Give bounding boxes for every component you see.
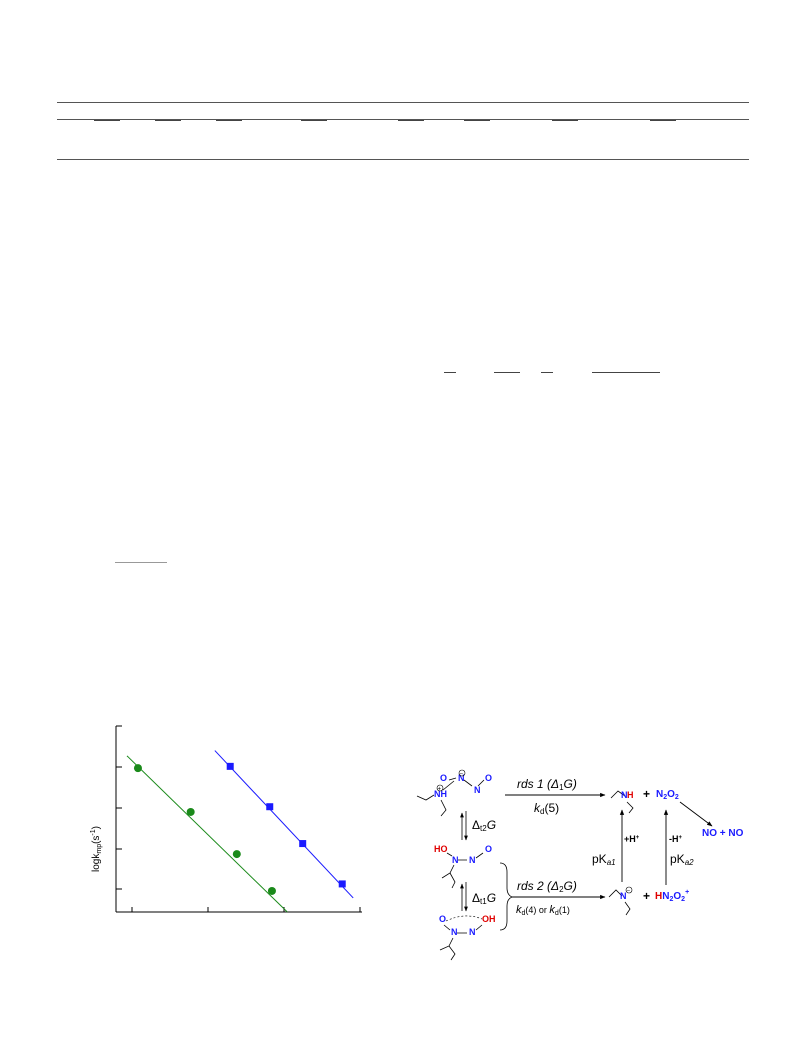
charge-circle: [436, 784, 444, 792]
data-point-series-1: [267, 886, 276, 895]
pka1-label: pKa1: [592, 852, 616, 867]
data-point-series-1: [232, 850, 241, 859]
atom-h: H: [627, 790, 634, 800]
data-point-series-1: [133, 764, 142, 773]
minus-charge: −: [627, 889, 631, 895]
atom-n: N: [458, 773, 465, 783]
minus-charge: −: [460, 772, 464, 778]
footnote-rule: [115, 562, 167, 563]
equation-fraction-bar: [541, 372, 553, 373]
decomposition-arrow: [679, 801, 713, 827]
chart-marks: [126, 750, 354, 913]
atom-oh: OH: [482, 914, 496, 924]
dt1-label: Δt1G: [472, 891, 496, 906]
structure-1: O N N O − NH +: [416, 769, 492, 817]
table-bottom-rule: [57, 159, 749, 160]
table-mid-rule: [57, 119, 749, 120]
table-header-segment: [650, 120, 676, 121]
kd5-label: kd(5): [534, 801, 559, 816]
data-point-series-1: [186, 807, 195, 816]
fit-line-series-1: [126, 755, 288, 913]
charge-circle: [625, 886, 633, 894]
dt2-label: Δt2G: [472, 818, 496, 833]
amine-product: N H: [610, 790, 634, 814]
pka2-label: pKa2: [670, 852, 694, 867]
atom-n: N: [469, 855, 476, 865]
kd4-kd1-label: kd(4) or kd(1): [516, 904, 570, 917]
atom-n: N: [621, 790, 628, 800]
atom-n: N: [451, 927, 458, 937]
table-header-segment: [398, 120, 424, 121]
plus-charge: +: [438, 787, 442, 793]
atom-n: N: [474, 785, 481, 795]
hn2o2-label: HN2O2+: [655, 889, 689, 903]
plus-sign: +: [643, 787, 650, 801]
h-minus-label: -H+: [669, 834, 683, 844]
data-point-series-2: [299, 840, 307, 848]
table-header-segment: [552, 120, 578, 121]
rds2-label: rds 2 (Δ2G): [517, 879, 577, 894]
structure-2: HO N N O: [434, 844, 492, 889]
equation-fraction-bar: [592, 372, 660, 373]
data-point-series-2: [266, 803, 274, 811]
atom-n: N: [620, 891, 627, 901]
h-plus-label: +H+: [624, 834, 640, 844]
table-header-segment: [94, 120, 120, 121]
plus-sign: +: [643, 889, 650, 903]
atom-o: O: [440, 773, 447, 783]
charge-circle: [458, 769, 466, 777]
atom-nh: NH: [434, 789, 447, 799]
amide-anion: N −: [608, 886, 633, 916]
atom-n: N: [469, 927, 476, 937]
rds1-label: rds 1 (Δ1G): [517, 777, 577, 792]
table-header-segment: [155, 120, 181, 121]
atom-ho: HO: [434, 844, 448, 854]
chart-axes: [115, 725, 362, 913]
atom-o: O: [439, 914, 446, 924]
y-axis-label: logkmp(s-1): [90, 826, 103, 872]
table-header-segment: [464, 120, 490, 121]
atom-n: N: [452, 855, 459, 865]
fit-line-series-2: [214, 750, 354, 899]
table-top-rule: [57, 102, 749, 103]
n2o2-label: N2O2: [656, 789, 679, 801]
equation-fraction-bar: [444, 372, 456, 373]
brace: [499, 862, 514, 931]
atom-o: O: [485, 773, 492, 783]
equation-fraction-bar: [494, 372, 520, 373]
structure-3: O N N OH: [439, 914, 496, 961]
ethyl: [416, 794, 447, 817]
table-header-segment: [301, 120, 327, 121]
data-point-series-2: [226, 762, 234, 770]
bond: [442, 780, 455, 791]
bond: [448, 777, 485, 787]
table-header-segment: [216, 120, 242, 121]
no-no-label: NO + NO: [702, 828, 744, 839]
atom-o: O: [485, 844, 492, 854]
data-point-series-2: [338, 880, 346, 888]
